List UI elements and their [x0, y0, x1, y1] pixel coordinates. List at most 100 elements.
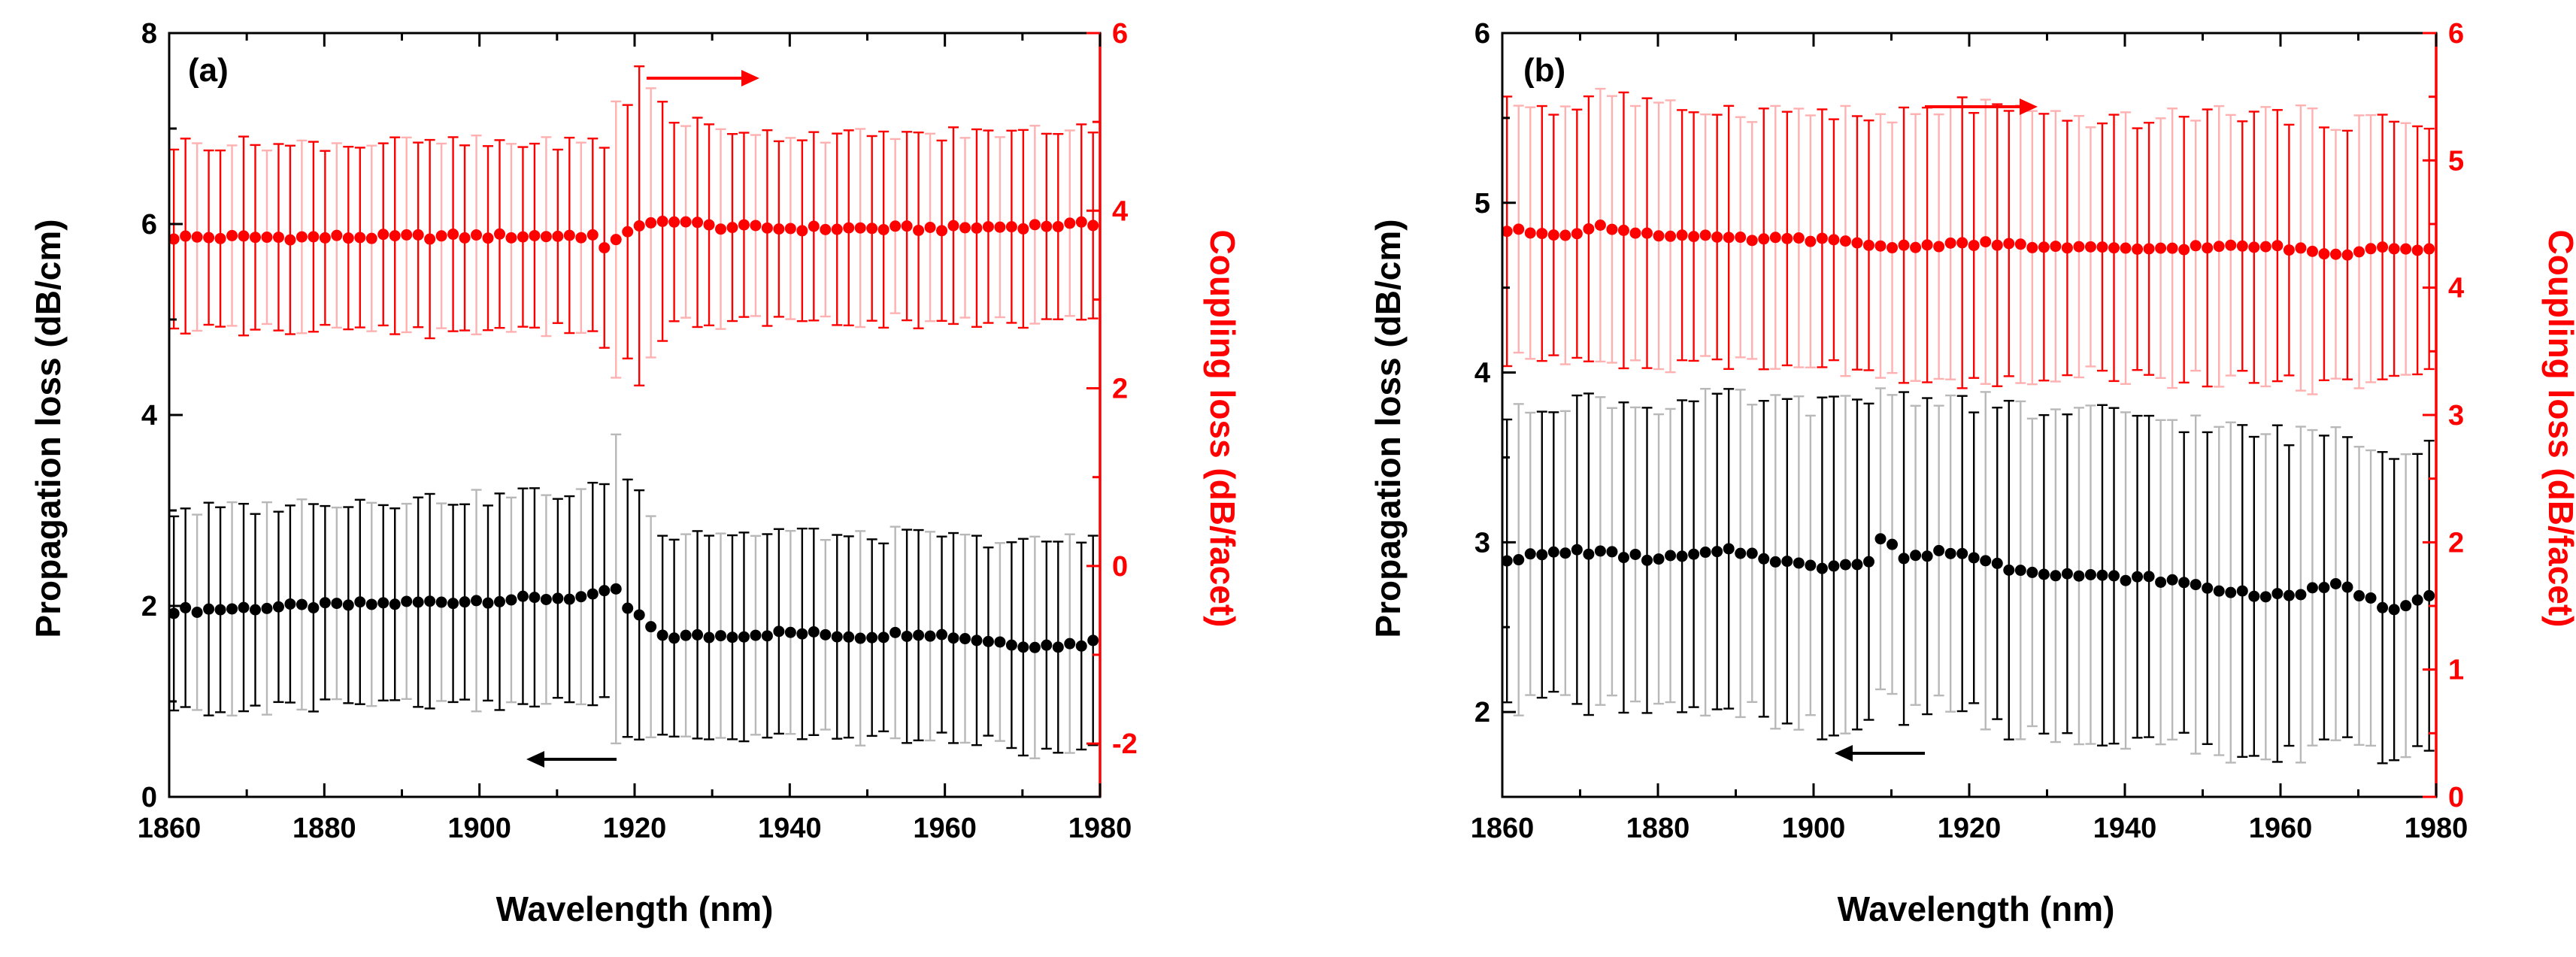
panel-b-coupling-point [2014, 238, 2026, 250]
panel-b-coupling-point [1524, 227, 1536, 239]
panel-a-x-tick-label: 1940 [758, 813, 822, 844]
panel-a-propagation-point [692, 628, 704, 641]
panel-b-marks: 1860 1880 1900 1920 1940 1960 1980 2 3 4 5 6 0 1 2 3 4 5 6 [1471, 18, 2468, 844]
panel-a-propagation-point [843, 631, 855, 643]
panel-a-coupling-point [866, 223, 878, 235]
panel-a-propagation-point [1005, 639, 1017, 651]
panel-b-coupling-point [1653, 230, 1665, 242]
panel-b-propagation-point [1968, 552, 1980, 564]
panel-a-right-axis-label: Coupling loss (dB/facet) [1203, 230, 1242, 628]
panel-a-coupling-point [354, 232, 366, 244]
panel-b-left-axis-arrow-head [1835, 745, 1853, 762]
panel-a-coupling-point [1041, 220, 1053, 232]
panel-b-propagation-point [1653, 553, 1665, 565]
panel-a-propagation-point [342, 599, 354, 611]
panel-b-propagation-point [1933, 544, 1945, 556]
panel-b-right-tick-label: 2 [2448, 527, 2464, 559]
panel-b-propagation-point [2014, 565, 2026, 577]
panel-b-coupling-point [2248, 241, 2260, 253]
panel-a-coupling-point [529, 229, 541, 241]
panel-a-coupling-point [435, 230, 447, 242]
panel-b-propagation-point [2143, 571, 2155, 583]
panel-b-coupling-point [1921, 239, 1933, 251]
panel-b-propagation-point [1676, 550, 1688, 562]
panel-a-propagation-point [808, 625, 820, 637]
panel-a-propagation-point [680, 629, 692, 641]
panel-a-coupling-point [820, 223, 832, 235]
panel-a-coupling-point [226, 229, 238, 241]
panel-a-x-tick-label: 1880 [292, 813, 356, 844]
panel-b-propagation-point [2318, 582, 2330, 594]
panel-b-propagation-point [1665, 550, 1677, 562]
panel-b-propagation-point [2003, 564, 2015, 576]
panel-a-propagation-point [889, 626, 902, 638]
panel-a-coupling-point [552, 230, 564, 242]
panel-b-propagation-point [2306, 582, 2318, 594]
panel-a-x-axis-label: Wavelength (nm) [496, 889, 774, 928]
panel-b-propagation-point [1980, 555, 1992, 567]
panel-b-left-tick-label: 6 [1474, 18, 1490, 50]
panel-a-coupling-point [1075, 216, 1087, 228]
panel-b-propagation-point [1617, 552, 1629, 564]
panel-a-coupling-point [656, 215, 668, 227]
panel-a-propagation-point [424, 595, 436, 607]
panel-a-left-tick-label: 4 [141, 400, 157, 432]
panel-b-coupling-point [1735, 232, 1747, 244]
panel-a-propagation-point [1064, 637, 1076, 650]
panel-b-propagation-point [1816, 562, 1828, 574]
panel-b-coupling-point [1641, 227, 1653, 239]
panel-b-propagation-point [2190, 579, 2202, 591]
panel-a-propagation-point [913, 629, 925, 641]
panel-a-propagation-point [250, 604, 262, 616]
panel-a-propagation-point [586, 588, 599, 600]
panel-b-coupling-point [2096, 241, 2108, 253]
panel-a-propagation-point [482, 597, 494, 609]
panel-b-propagation-point [2236, 585, 2248, 597]
panel-b-propagation-point [1641, 554, 1653, 566]
panel-a-x-tick-label: 1960 [913, 813, 977, 844]
panel-a-propagation-point [1075, 640, 1087, 652]
panel-b-coupling-point [2026, 241, 2038, 253]
panel-b-coupling-point [1805, 235, 1817, 247]
panel-b-propagation-point [1898, 553, 1910, 565]
panel-b-propagation-point [1769, 556, 1781, 568]
panel-b-propagation-point [2353, 590, 2365, 602]
panel-a-propagation-point [761, 630, 773, 642]
panel-a-propagation-point [238, 601, 250, 613]
panel-b-coupling-point [1968, 239, 1980, 251]
panel-a-propagation-point [924, 630, 936, 642]
panel-a-propagation-point [447, 598, 459, 610]
panel-a-propagation-point [308, 601, 320, 613]
panel-a-left-tick-label: 8 [141, 18, 157, 50]
panel-b-x-tick-label: 1980 [2405, 813, 2468, 844]
panel-a-coupling-point [959, 222, 971, 234]
panel-b-coupling-point [2108, 242, 2120, 254]
panel-b-coupling-point [1665, 230, 1677, 242]
panel-a-coupling-point [365, 232, 377, 244]
panel-b-left-tick-label: 4 [1474, 358, 1490, 389]
panel-a-propagation-point [272, 601, 284, 613]
panel-b-propagation-point [2329, 577, 2341, 589]
panel-b-propagation-point [2213, 585, 2225, 597]
panel-a-coupling-point [250, 232, 262, 244]
panel-b-coupling-point [1933, 241, 1945, 253]
panel-b-propagation-point [1910, 550, 1922, 562]
panel-b-propagation-point [2271, 588, 2284, 600]
panel-b-coupling-point [2388, 243, 2400, 255]
panel-a-propagation-point [505, 594, 517, 606]
panel-b-coupling-point [1816, 232, 1828, 244]
panel-b-propagation-point [1559, 547, 1571, 559]
panel-b-left-tick-label: 3 [1474, 527, 1490, 559]
panel-a-coupling-point [750, 220, 762, 232]
panel-a-propagation-point [610, 583, 622, 595]
panel-a-propagation-point [796, 628, 808, 640]
panel-a-propagation-point [831, 631, 843, 643]
panel-a-propagation-point [994, 636, 1006, 648]
panel-b-propagation-point [2038, 568, 2050, 580]
panel-a-coupling-point [913, 224, 925, 236]
panel-b-coupling-point [2202, 242, 2214, 254]
panel-b-coupling-point [1547, 229, 1559, 241]
panel-b-propagation-point [1583, 548, 1595, 560]
panel-a-propagation-point [552, 592, 564, 604]
